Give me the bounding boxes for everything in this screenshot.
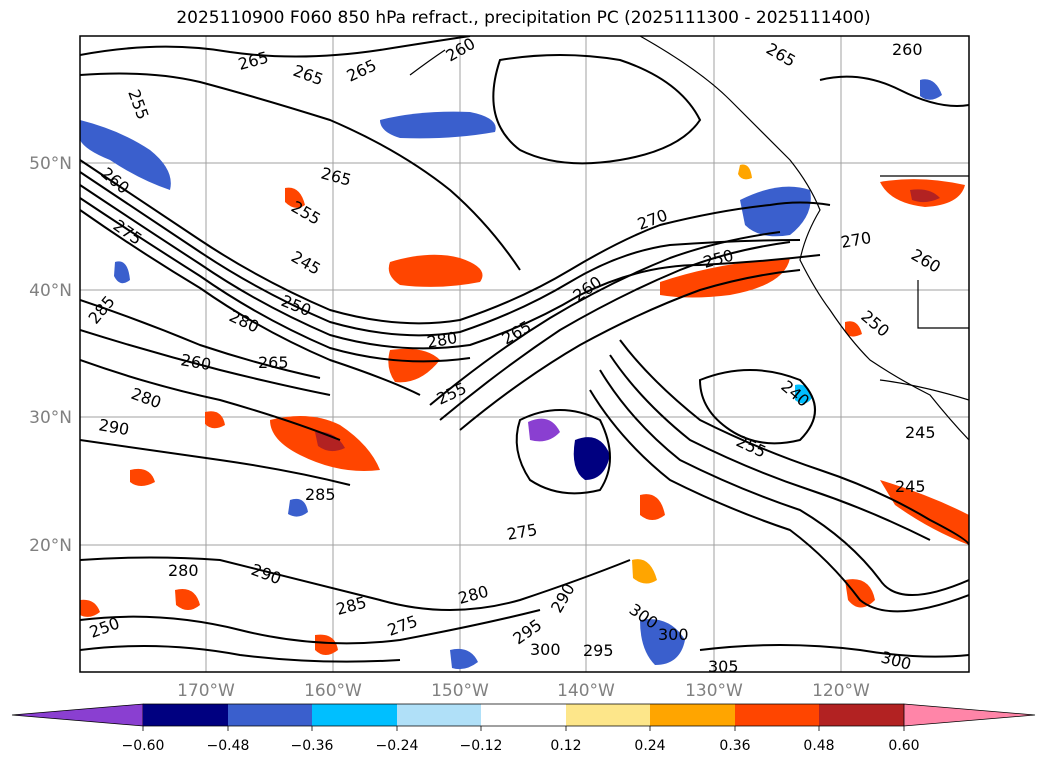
precip-anomaly-negative	[380, 111, 496, 139]
precip-anomaly-positive	[845, 579, 875, 608]
precip-anomaly-negative	[573, 437, 610, 480]
refractivity-contours	[80, 36, 969, 663]
precip-anomaly-positive	[738, 164, 752, 180]
precip-anomaly-positive	[632, 559, 657, 584]
precip-anomaly-positive	[845, 321, 862, 337]
lat-label: 20°N	[29, 536, 72, 556]
precip-anomaly-negative	[288, 498, 308, 517]
lon-label: 140°W	[557, 681, 615, 701]
contour-label: 300	[530, 640, 561, 659]
contour-label: 245	[895, 477, 926, 496]
precip-anomaly-positive	[175, 589, 200, 610]
colorbar-bin	[312, 704, 397, 726]
lat-label: 40°N	[29, 281, 72, 301]
colorbar-tick: 0.60	[888, 738, 919, 754]
map-title: 2025110900 F060 850 hPa refract., precip…	[176, 8, 871, 28]
contour-label: 295	[583, 641, 614, 660]
lon-label: 170°W	[177, 681, 235, 701]
colorbar-tick: −0.12	[460, 738, 503, 754]
precip-anomaly-negative	[528, 418, 560, 442]
precip-anomaly-negative	[114, 261, 130, 284]
colorbar-bin	[735, 704, 819, 726]
colorbar-tick: −0.60	[122, 738, 165, 754]
precip-anomaly-positive	[80, 599, 100, 617]
precip-anomaly-negative	[640, 619, 685, 665]
lon-label: 130°W	[685, 681, 743, 701]
lon-label: 150°W	[431, 681, 489, 701]
colorbar-bin	[143, 704, 228, 726]
precip-anomaly-positive	[130, 468, 155, 486]
contour-label: 280	[168, 561, 199, 580]
colorbar-tick: 0.48	[803, 738, 834, 754]
colorbar-tick: −0.24	[376, 738, 419, 754]
precip-anomaly-positive	[315, 431, 345, 452]
precip-anomaly-positive	[660, 258, 790, 298]
colorbar-bin	[819, 704, 904, 726]
colorbar-bin	[650, 704, 735, 726]
colorbar-bin	[397, 704, 481, 726]
precip-anomaly-positive	[640, 494, 665, 520]
precip-anomaly-positive	[285, 187, 305, 208]
contour-label: 305	[708, 657, 739, 676]
colorbar-extend-low	[11, 703, 144, 727]
colorbar-tick: 0.24	[634, 738, 665, 754]
colorbar-tick: −0.36	[291, 738, 334, 754]
contour-label: 265	[258, 353, 289, 372]
precip-anomaly-positive	[315, 634, 338, 655]
colorbar-tick: 0.36	[719, 738, 750, 754]
precip-anomaly-negative	[80, 120, 171, 190]
colorbar-bin	[566, 704, 650, 726]
lon-label: 160°W	[304, 681, 362, 701]
precip-anomaly-negative	[450, 648, 478, 670]
lat-label: 30°N	[29, 408, 72, 428]
colorbar: −0.60 −0.48 −0.36 −0.24 −0.12 0.12 0.24 …	[11, 703, 1036, 754]
precip-shading	[80, 79, 969, 670]
precip-anomaly-positive	[205, 411, 225, 429]
colorbar-bin	[228, 704, 312, 726]
colorbar-bin	[481, 704, 566, 726]
precip-anomaly-positive	[388, 348, 440, 383]
precip-anomaly-negative	[920, 79, 942, 100]
precip-anomaly-negative	[740, 186, 811, 237]
graticule	[80, 36, 969, 672]
precip-anomaly-positive	[388, 254, 483, 287]
map-frame	[79, 35, 970, 673]
precip-anomaly-positive	[910, 189, 940, 203]
longitude-labels: 170°W 160°W 150°W 140°W 130°W 120°W	[177, 681, 870, 701]
contour-label: 245	[905, 423, 936, 442]
colorbar-tick: 0.12	[550, 738, 581, 754]
colorbar-extend-high	[903, 703, 1036, 727]
contour-label: 285	[305, 485, 336, 504]
contour-label: 260	[892, 40, 923, 59]
lat-label: 50°N	[29, 154, 72, 174]
lon-label: 120°W	[812, 681, 870, 701]
colorbar-tick: −0.48	[207, 738, 250, 754]
contour-label: 300	[658, 625, 689, 644]
latitude-labels: 50°N 40°N 30°N 20°N	[29, 154, 72, 556]
